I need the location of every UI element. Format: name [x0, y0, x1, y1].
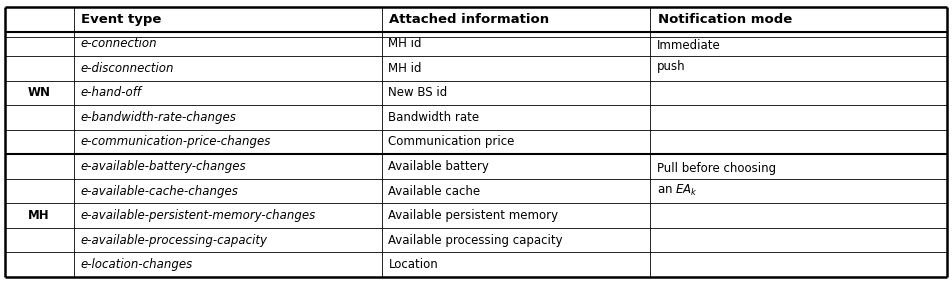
- Text: Attached information: Attached information: [389, 13, 549, 26]
- Text: e-available-battery-changes: e-available-battery-changes: [80, 160, 246, 173]
- Text: Bandwidth rate: Bandwidth rate: [388, 111, 480, 124]
- Text: MH: MH: [29, 209, 50, 222]
- Text: an $EA_k$: an $EA_k$: [657, 183, 698, 198]
- Text: e-connection: e-connection: [80, 37, 157, 50]
- Text: Event type: Event type: [81, 13, 162, 26]
- Text: Notification mode: Notification mode: [658, 13, 792, 26]
- Text: e-available-cache-changes: e-available-cache-changes: [80, 185, 238, 198]
- Text: Available persistent memory: Available persistent memory: [388, 209, 559, 222]
- Text: Available cache: Available cache: [388, 185, 481, 198]
- Text: e-available-processing-capacity: e-available-processing-capacity: [80, 234, 268, 247]
- Text: Available battery: Available battery: [388, 160, 489, 173]
- Text: Pull before choosing: Pull before choosing: [657, 162, 776, 175]
- Text: Location: Location: [388, 258, 438, 271]
- Text: e-location-changes: e-location-changes: [80, 258, 192, 271]
- Text: push: push: [657, 60, 685, 73]
- Text: e-bandwidth-rate-changes: e-bandwidth-rate-changes: [80, 111, 236, 124]
- Text: e-hand-off: e-hand-off: [80, 86, 141, 99]
- Text: New BS id: New BS id: [388, 86, 447, 99]
- Text: e-disconnection: e-disconnection: [80, 62, 173, 75]
- Text: MH id: MH id: [388, 37, 422, 50]
- Text: Available processing capacity: Available processing capacity: [388, 234, 563, 247]
- Text: Communication price: Communication price: [388, 135, 515, 149]
- Text: MH id: MH id: [388, 62, 422, 75]
- Text: Immediate: Immediate: [657, 39, 721, 52]
- Text: e-available-persistent-memory-changes: e-available-persistent-memory-changes: [80, 209, 315, 222]
- Text: WN: WN: [28, 86, 50, 99]
- Text: e-communication-price-changes: e-communication-price-changes: [80, 135, 270, 149]
